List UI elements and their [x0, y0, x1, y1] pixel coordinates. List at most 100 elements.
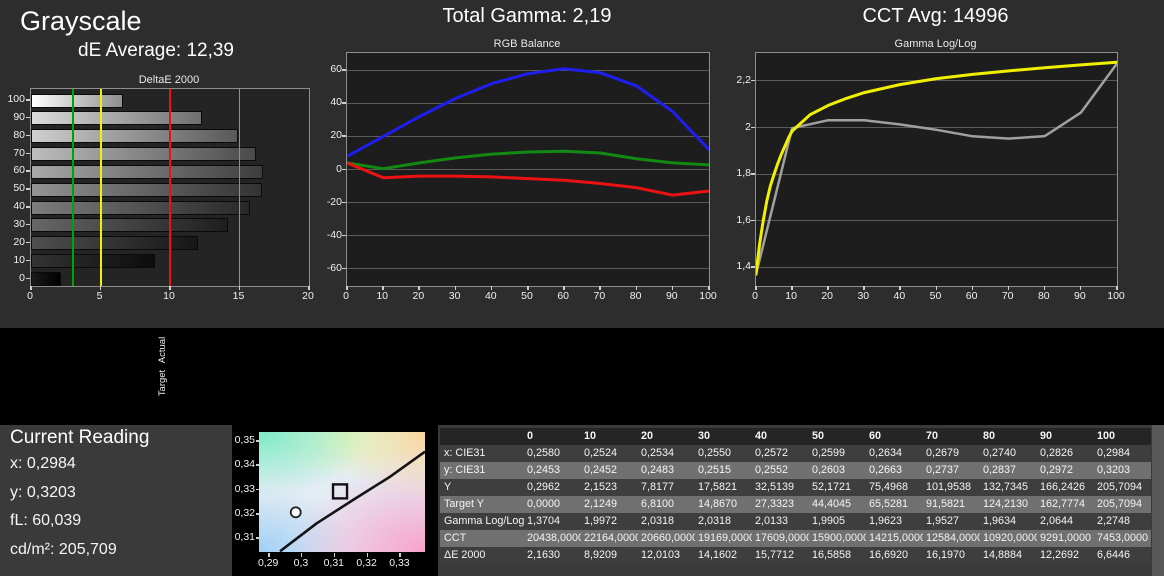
table-cell: 2,0644: [1037, 513, 1094, 530]
table-cell: 44,4045: [809, 496, 866, 513]
cie-chart-tile[interactable]: 0,35 0,34 0,33 0,32 0,31 0,29 0,3 0,31 0,32 0,33: [232, 424, 438, 576]
gamma-loglog-chart[interactable]: [755, 52, 1118, 287]
axis-tick: [751, 219, 755, 222]
axis-tick-label: 0: [343, 290, 349, 302]
rgb-balance-chart-title: RGB Balance: [493, 38, 561, 50]
table-row-label: CCT: [440, 530, 524, 547]
axis-tick-label: 10: [163, 290, 175, 302]
axis-tick: [26, 152, 30, 155]
table-cell: 0,2837: [980, 462, 1037, 479]
gridline: [347, 102, 709, 104]
table-cell: 2,1249: [581, 496, 638, 513]
table-cell: 0,2679: [923, 445, 980, 462]
table-cell: 17609,0000: [752, 530, 809, 547]
axis-tick-label: 0: [752, 290, 758, 302]
axis-tick: [1116, 286, 1118, 290]
axis-tick: [256, 440, 259, 442]
table-cell: 14,8670: [695, 496, 752, 513]
deltae-bar: [31, 147, 257, 162]
table-cell: 166,2426: [1037, 479, 1094, 496]
table-cell: 1,9634: [980, 513, 1037, 530]
axis-tick-label: 30: [448, 290, 461, 302]
axis-tick-label: 90: [1074, 290, 1086, 302]
axis-tick-label: 15: [232, 290, 245, 302]
table-cell: 1,9527: [923, 513, 980, 530]
reference-line-yellow: [99, 89, 102, 286]
deltae-bar-chart[interactable]: [30, 88, 310, 287]
table-row-label: y: CIE31: [440, 462, 524, 479]
axis-tick: [342, 102, 346, 104]
gamma_loglog-series: [756, 60, 1117, 276]
axis-tick-label: 30: [857, 290, 870, 302]
axis-tick: [899, 286, 901, 290]
axis-tick: [1007, 286, 1010, 290]
table-cell: 0,2972: [1037, 462, 1094, 479]
measurement-table: 0 10 20 30 40 50 60 70 80 90 100 x: CIE31 0,2580 0,25…: [440, 428, 1151, 564]
axis-tick: [26, 188, 30, 190]
gridline: [347, 268, 709, 270]
table-cell: 0,2740: [980, 445, 1037, 462]
measurement-detail-panel: Current Reading x: 0,2984 y: 0,3203 fL: 60…: [0, 424, 1164, 576]
axis-tick-label: 0: [336, 162, 342, 175]
axis-tick: [26, 277, 30, 279]
table-col-header: 70: [923, 428, 980, 445]
axis-tick: [755, 286, 757, 290]
axis-tick-label: 20: [13, 235, 25, 248]
axis-tick-label: -40: [326, 228, 342, 241]
axis-tick-label: 80: [629, 290, 642, 302]
axis-tick-label: 0,29: [257, 557, 279, 569]
table-cell: 1,9905: [809, 513, 866, 530]
reading-x: x: 0,2984: [10, 455, 76, 472]
rgb_balance-line-blue: [347, 67, 709, 158]
axis-tick: [342, 267, 346, 270]
table-cell: 65,5281: [866, 496, 923, 513]
table-cell: 9291,0000: [1037, 530, 1094, 547]
axis-tick-label: 0,32: [234, 507, 255, 520]
table-cell: 8,9209: [581, 547, 638, 564]
axis-tick: [300, 553, 303, 557]
axis-tick-label: 0,31: [234, 531, 255, 544]
axis-tick-label: 90: [665, 290, 678, 302]
table-cell: 0,2599: [809, 445, 866, 462]
table-cell: 205,7094: [1094, 496, 1151, 513]
table-cell: 2,2748: [1094, 513, 1151, 530]
deltae-bar: [31, 272, 62, 286]
axis-tick: [418, 286, 420, 290]
axis-tick: [26, 223, 30, 226]
axis-tick-label: 70: [1001, 290, 1014, 302]
gridline: [756, 80, 1117, 82]
axis-tick: [827, 286, 829, 290]
table-cell: 6,8100: [638, 496, 695, 513]
table-cell: 0,2572: [752, 445, 809, 462]
cct-average-value: CCT Avg: 14996: [862, 5, 1009, 27]
axis-tick-label: 90: [13, 110, 25, 123]
axis-tick-label: 10: [785, 290, 797, 302]
axis-tick: [342, 135, 346, 137]
reference-line-grid15: [239, 89, 240, 286]
table-cell: 52,1721: [809, 479, 866, 496]
axis-tick: [635, 286, 638, 290]
axis-tick: [751, 173, 755, 175]
axis-tick-label: 10: [13, 253, 25, 266]
axis-tick-label: 0,3: [293, 557, 309, 569]
deltae-bar: [31, 236, 198, 251]
rgb-balance-chart[interactable]: [346, 52, 710, 287]
axis-tick-label: 2: [745, 120, 751, 133]
axis-tick-label: 50: [13, 182, 25, 195]
axis-tick-label: 20: [302, 290, 314, 302]
axis-tick: [1043, 286, 1046, 290]
table-cell: 1,3704: [524, 513, 581, 530]
axis-tick: [26, 241, 30, 244]
table-col-header: 20: [638, 428, 695, 445]
table-cell: 91,5821: [923, 496, 980, 513]
table-cell: 14,1602: [695, 547, 752, 564]
deltae-bar: [31, 254, 155, 269]
axis-tick: [169, 286, 171, 290]
table-row-label: Gamma Log/Log: [440, 513, 524, 530]
deltae-bar: [31, 93, 124, 108]
deltae-bar: [31, 164, 264, 179]
axis-tick: [490, 286, 493, 290]
axis-tick-label: 40: [893, 290, 906, 302]
axis-tick-label: 20: [330, 129, 342, 142]
gridline: [347, 169, 709, 170]
